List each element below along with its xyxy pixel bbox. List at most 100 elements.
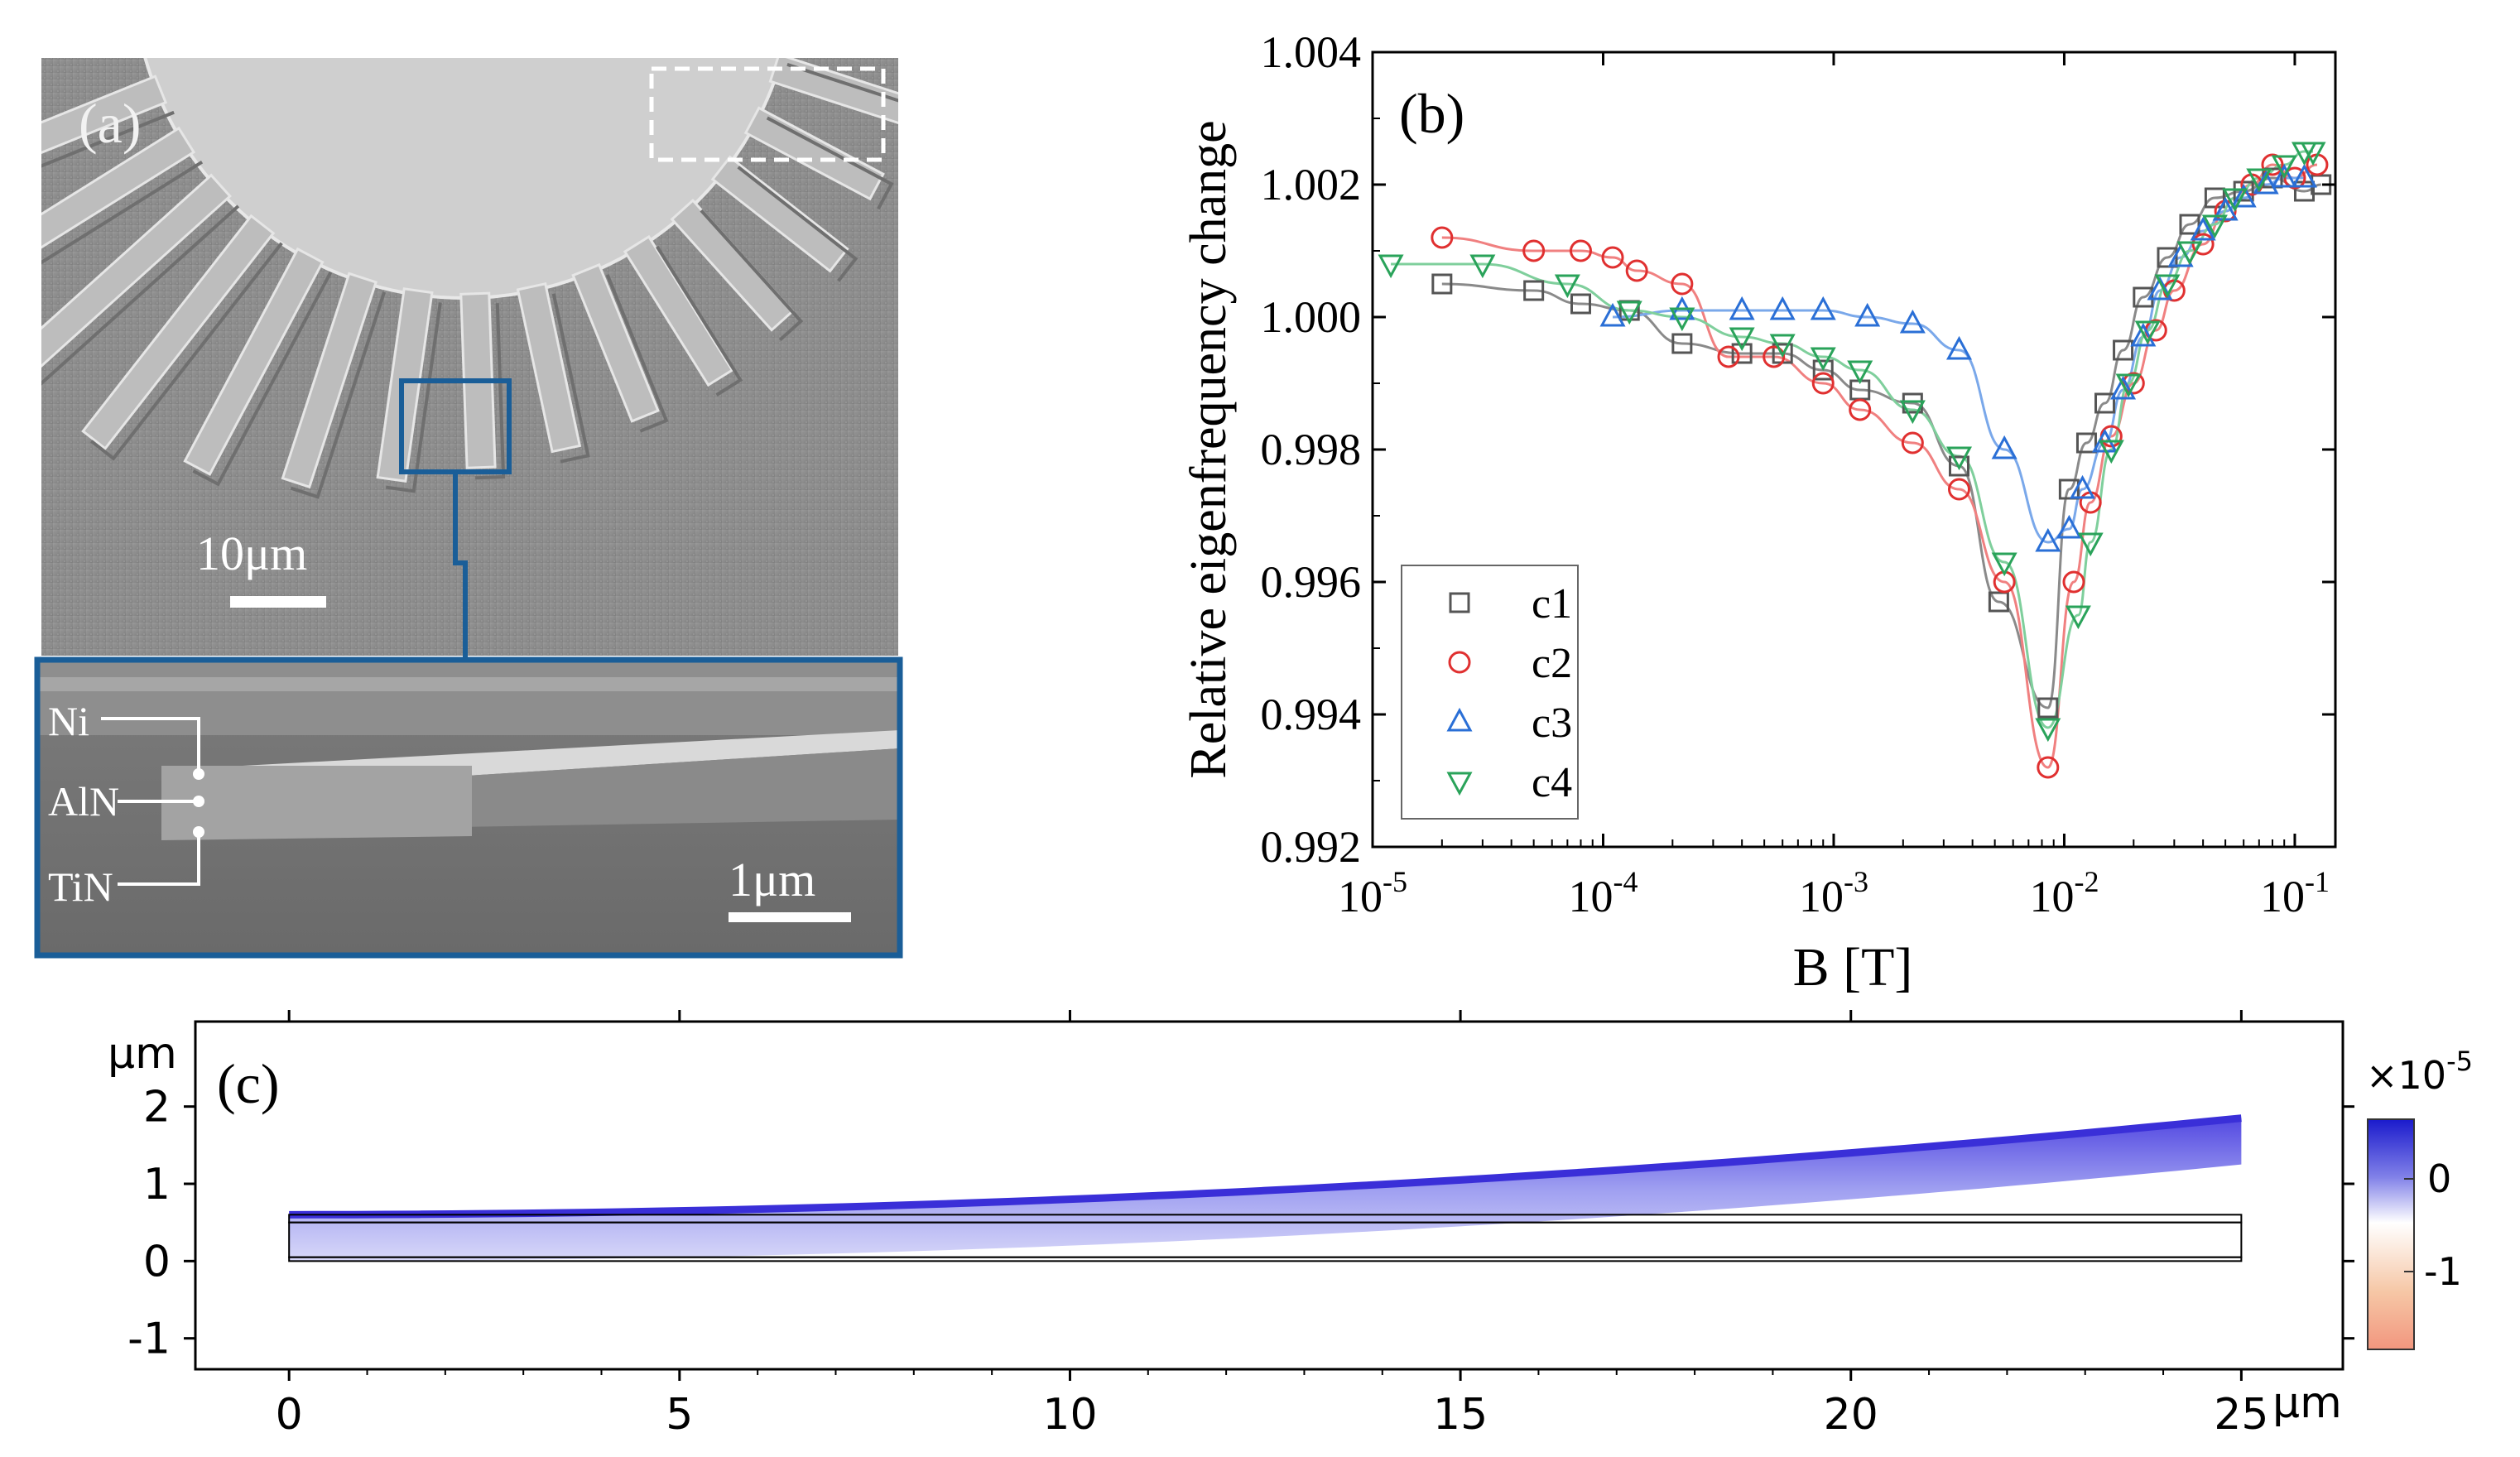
layer-label-ni: Ni xyxy=(48,698,89,744)
scale-label-main: 10μm xyxy=(196,527,307,580)
colorbar-multiplier-exp: -5 xyxy=(2446,1046,2473,1077)
sem-spoke xyxy=(41,173,232,368)
panel-c: 0 5 10 15 20 25 -1 0 1 2 (c) μm μm ×10-5 0 -1 xyxy=(108,1010,2473,1440)
data-point-c2 xyxy=(1763,345,1786,368)
beam-deformed-top-edge xyxy=(289,1114,2242,1219)
data-point-c4 xyxy=(1616,301,1642,325)
data-point-c4 xyxy=(2300,142,2326,166)
sem-spoke-shadow xyxy=(605,274,669,433)
sem-spoke-shadow xyxy=(766,116,894,210)
data-point-c4 xyxy=(1945,446,1973,471)
data-point-c1 xyxy=(1948,455,1969,477)
data-point-c4 xyxy=(1899,400,1926,425)
data-point-c4 xyxy=(2035,718,2061,743)
sem-spoke-shadow xyxy=(41,204,240,386)
sem-spoke xyxy=(183,247,325,476)
data-point-c1 xyxy=(2094,392,2116,414)
zoom-box-dashed xyxy=(649,66,886,162)
data-point-c3 xyxy=(1945,335,1973,360)
data-point-c2 xyxy=(1570,239,1593,262)
data-point-c2 xyxy=(2283,166,2306,190)
data-point-c1 xyxy=(1731,343,1753,364)
data-point-c4 xyxy=(1378,254,1404,279)
sem-spoke-shadow xyxy=(41,110,175,168)
data-point-c4 xyxy=(1847,360,1873,385)
sem-spoke-shadow xyxy=(41,161,204,265)
data-point-c1 xyxy=(2179,214,2200,235)
data-point-c4 xyxy=(1469,254,1496,279)
y-tick-label-b: 0.996 xyxy=(1261,557,1362,607)
beam-undeformed-layer xyxy=(288,1214,2243,1224)
data-point-c2 xyxy=(1522,239,1546,262)
data-point-c1 xyxy=(2133,286,2154,308)
colorbar-tick-0: 0 xyxy=(2427,1156,2451,1201)
sem-spoke xyxy=(786,0,921,45)
data-point-c3 xyxy=(2190,216,2216,241)
sem-spoke-shadow xyxy=(786,62,898,103)
sem-spoke xyxy=(623,234,734,387)
fit-line-c1 xyxy=(1441,176,2321,709)
data-point-c3 xyxy=(2035,527,2061,552)
zoom-connector xyxy=(453,472,468,658)
data-point-c1 xyxy=(1988,591,2009,613)
data-point-c1 xyxy=(2075,432,2097,454)
data-point-c2 xyxy=(1717,345,1740,368)
data-point-c2 xyxy=(1947,478,1970,501)
data-point-c3 xyxy=(2271,163,2297,188)
data-point-c2 xyxy=(1811,372,1835,395)
colorbar-multiplier: ×10-5 xyxy=(2366,1046,2473,1098)
y-tick-label-c: 1 xyxy=(143,1160,171,1209)
y-tick-label-b: 1.004 xyxy=(1261,27,1362,77)
sem-spoke-shadow xyxy=(798,8,929,55)
data-point-c1 xyxy=(1812,359,1834,381)
sem-spoke-shadow xyxy=(737,166,858,282)
scale-bar-main xyxy=(230,596,326,608)
layer-label-aln: AlN xyxy=(48,778,119,825)
axis-ticks-b: 0.992 0.994 0.996 0.998 1.000 1.002 1.004 10-5 1… xyxy=(1261,27,2335,921)
legend-label-c4: c4 xyxy=(1532,759,1572,806)
data-point-c3 xyxy=(1810,296,1836,320)
data-point-c1 xyxy=(2037,697,2059,719)
data-point-c1 xyxy=(1523,280,1545,301)
y-tick-label-c: -1 xyxy=(127,1315,171,1364)
x-tick-label-b: 10-1 xyxy=(2260,865,2330,921)
data-point-c4 xyxy=(2222,188,2248,213)
sem-spoke xyxy=(571,262,660,423)
y-tick-label-b: 0.998 xyxy=(1261,425,1362,474)
colorbar-tick-minus1: -1 xyxy=(2424,1249,2462,1294)
x-tick-label-b: 10-2 xyxy=(2029,865,2099,921)
data-point-c2 xyxy=(1601,246,1624,269)
sem-spoke-shadow xyxy=(290,291,387,499)
sem-spoke-shadow xyxy=(551,293,590,464)
legend-marker-c1 xyxy=(1449,592,1470,613)
x-tick-label-b: 10-4 xyxy=(1568,865,1638,921)
scale-label-inset: 1μm xyxy=(729,853,815,906)
sem-spoke xyxy=(516,282,582,454)
data-point-c4 xyxy=(1554,274,1580,299)
data-point-c3 xyxy=(1599,302,1626,327)
legend-label-c3: c3 xyxy=(1532,700,1572,747)
data-point-c4 xyxy=(2176,241,2203,266)
data-point-c2 xyxy=(1431,226,1454,249)
x-tick-label-c: 20 xyxy=(1824,1390,1878,1440)
data-point-c3 xyxy=(1769,296,1796,320)
fit-line-c2 xyxy=(1441,163,2318,769)
panel-b-label: (b) xyxy=(1399,82,1464,145)
sem-spoke-shadow xyxy=(656,245,743,397)
x-tick-label-c: 25 xyxy=(2214,1390,2268,1440)
data-point-c4 xyxy=(2065,605,2091,630)
data-point-c3 xyxy=(2291,163,2318,188)
sem-spoke-shadow xyxy=(90,242,283,461)
data-point-c3 xyxy=(2056,514,2082,539)
colorbar-gradient xyxy=(2367,1118,2415,1350)
data-point-c3 xyxy=(2253,170,2279,195)
deformed-beam xyxy=(288,1114,2243,1262)
data-point-c2 xyxy=(1901,431,1924,454)
data-point-c1 xyxy=(2157,247,2178,268)
x-axis-unit-c: μm xyxy=(2272,1378,2342,1428)
data-point-c4 xyxy=(2098,440,2124,464)
leader-ni xyxy=(101,717,200,770)
fit-line-c4 xyxy=(1391,150,2314,729)
panel-a: 10μm (a) Ni AlN TiN 1μm xyxy=(34,0,929,959)
